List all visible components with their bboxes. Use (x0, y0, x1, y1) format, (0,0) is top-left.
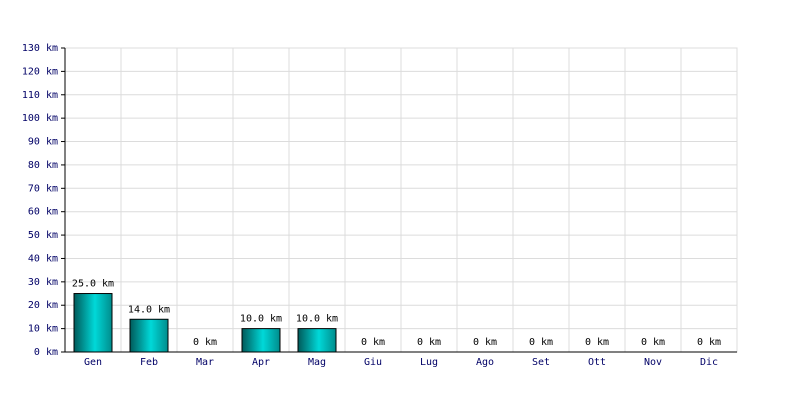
x-tick-label: Giu (364, 357, 382, 368)
x-tick-label: Ago (476, 357, 494, 368)
bar (297, 328, 337, 353)
value-label: 0 km (361, 337, 385, 348)
bar (129, 318, 169, 353)
value-label: 0 km (585, 337, 609, 348)
value-label: 10.0 km (240, 314, 282, 325)
value-label: 0 km (417, 337, 441, 348)
x-tick-label: Mag (308, 357, 326, 368)
y-tick-label: 50 km (28, 230, 58, 241)
value-label: 14.0 km (128, 304, 170, 315)
value-label: 25.0 km (72, 279, 114, 290)
y-tick-label: 100 km (22, 113, 58, 124)
x-tick-label: Mar (196, 357, 214, 368)
bar (73, 293, 113, 353)
y-tick-label: 20 km (28, 300, 58, 311)
y-tick-label: 110 km (22, 90, 58, 101)
y-tick-label: 90 km (28, 137, 58, 148)
value-label: 0 km (473, 337, 497, 348)
value-label: 10.0 km (296, 314, 338, 325)
x-tick-label: Ott (588, 357, 606, 368)
y-tick-label: 60 km (28, 207, 58, 218)
x-tick-label: Apr (252, 357, 270, 368)
bar (241, 328, 281, 353)
y-tick-label: 40 km (28, 253, 58, 264)
value-label: 0 km (697, 337, 721, 348)
y-tick-label: 10 km (28, 324, 58, 335)
x-tick-label: Set (532, 357, 550, 368)
x-tick-label: Feb (140, 357, 158, 368)
x-tick-label: Gen (84, 357, 102, 368)
x-tick-label: Dic (700, 357, 718, 368)
y-tick-label: 80 km (28, 160, 58, 171)
y-tick-label: 130 km (22, 43, 58, 54)
y-tick-label: 120 km (22, 66, 58, 77)
y-tick-label: 70 km (28, 183, 58, 194)
x-tick-label: Lug (420, 357, 438, 368)
value-label: 0 km (529, 337, 553, 348)
value-label: 0 km (193, 337, 217, 348)
y-tick-label: 30 km (28, 277, 58, 288)
x-tick-label: Nov (644, 357, 662, 368)
value-label: 0 km (641, 337, 665, 348)
y-tick-label: 0 km (34, 347, 58, 358)
